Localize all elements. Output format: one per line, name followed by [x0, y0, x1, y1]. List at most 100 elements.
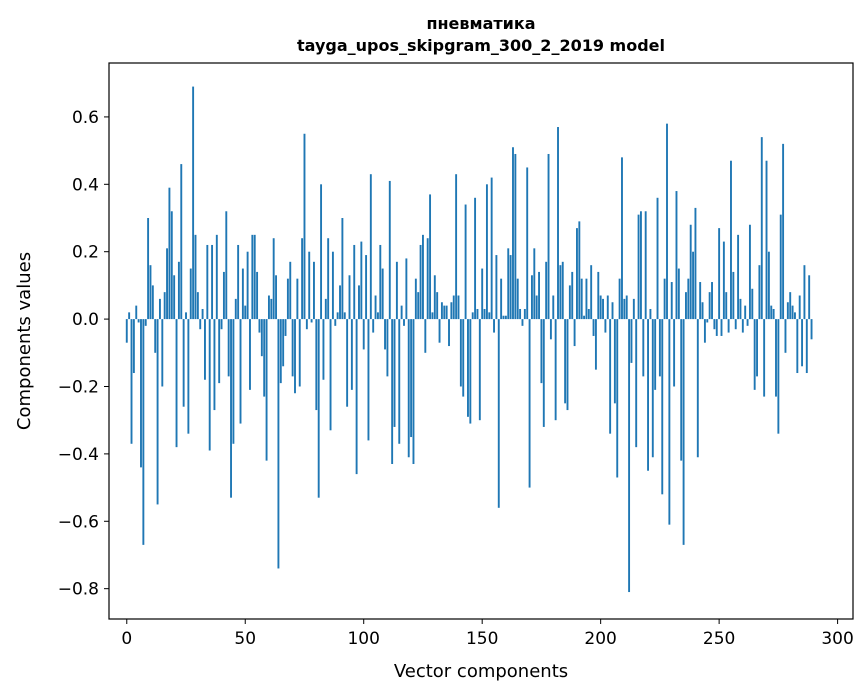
bar-266 — [756, 319, 758, 377]
bar-110 — [386, 319, 389, 377]
bar-37 — [213, 319, 216, 411]
bar-143 — [464, 204, 467, 320]
bar-9 — [147, 218, 150, 320]
bar-184 — [561, 261, 564, 320]
bar-273 — [772, 308, 775, 320]
bar-207 — [616, 319, 619, 478]
bar-114 — [395, 261, 398, 320]
bar-202 — [604, 319, 607, 333]
bar-267 — [758, 265, 761, 320]
bar-225 — [658, 319, 661, 377]
bar-113 — [393, 319, 396, 427]
bar-236 — [685, 292, 687, 320]
bar-257 — [734, 319, 737, 330]
bar-126 — [424, 319, 427, 353]
bar-43 — [227, 319, 230, 377]
bar-5 — [137, 319, 140, 323]
bar-123 — [417, 292, 420, 320]
bar-89 — [336, 312, 339, 320]
bar-36 — [211, 244, 214, 320]
bar-152 — [485, 184, 488, 320]
bar-55 — [256, 271, 259, 320]
bar-1 — [128, 312, 131, 320]
bar-226 — [661, 319, 664, 495]
bar-216 — [637, 214, 640, 320]
bar-183 — [559, 265, 562, 320]
bar-159 — [502, 315, 505, 320]
bar-90 — [339, 285, 341, 320]
bar-188 — [571, 271, 574, 320]
bar-150 — [481, 268, 484, 320]
bar-112 — [391, 319, 394, 464]
bar-157 — [497, 319, 500, 508]
bar-162 — [509, 255, 512, 320]
bar-220 — [647, 319, 649, 471]
x-tick-label: 300 — [821, 629, 853, 649]
bar-192 — [580, 278, 583, 320]
bar-88 — [334, 319, 337, 326]
bar-180 — [552, 295, 555, 320]
bar-105 — [374, 295, 377, 320]
bar-145 — [469, 319, 472, 424]
bar-19 — [170, 211, 173, 320]
bar-97 — [355, 319, 358, 475]
bar-155 — [493, 319, 495, 333]
bar-272 — [770, 305, 773, 320]
bar-213 — [630, 319, 633, 363]
bar-285 — [801, 319, 804, 367]
bar-270 — [765, 160, 768, 320]
x-tick-label: 150 — [466, 629, 498, 649]
bar-252 — [722, 241, 725, 320]
bar-268 — [760, 137, 763, 320]
bar-204 — [609, 319, 612, 434]
bar-161 — [507, 248, 510, 320]
bar-41 — [222, 271, 225, 320]
bar-44 — [230, 319, 232, 498]
bar-91 — [341, 218, 344, 320]
bar-101 — [365, 255, 368, 320]
bar-58 — [263, 319, 266, 397]
bar-10 — [149, 265, 152, 320]
bar-0 — [125, 319, 128, 343]
bar-190 — [576, 228, 578, 320]
bar-76 — [305, 319, 308, 330]
bar-38 — [215, 234, 218, 320]
bar-261 — [744, 305, 747, 320]
y-tick-label: −0.2 — [58, 377, 99, 397]
bar-27 — [189, 268, 192, 320]
bar-172 — [533, 248, 536, 320]
bar-283 — [796, 319, 799, 374]
bar-139 — [455, 174, 458, 320]
bar-11 — [151, 285, 154, 320]
bar-153 — [488, 312, 491, 320]
bar-49 — [241, 268, 244, 320]
bar-228 — [666, 123, 668, 320]
bar-173 — [535, 295, 538, 320]
bar-222 — [651, 319, 654, 458]
bar-104 — [372, 319, 375, 333]
bar-275 — [777, 319, 780, 434]
chart-title-line-1: пневматика — [426, 14, 535, 33]
bar-200 — [599, 295, 602, 320]
bar-174 — [538, 271, 540, 320]
bar-65 — [279, 319, 282, 384]
bar-248 — [713, 319, 716, 330]
bar-256 — [732, 271, 735, 320]
bar-265 — [753, 319, 756, 390]
bar-212 — [628, 319, 631, 593]
bar-18 — [168, 187, 171, 320]
bar-129 — [431, 312, 434, 320]
bar-230 — [670, 282, 673, 320]
bar-156 — [495, 255, 498, 320]
bar-140 — [457, 295, 460, 320]
bar-149 — [478, 319, 481, 421]
bar-235 — [682, 319, 685, 545]
bar-234 — [680, 319, 683, 461]
bar-23 — [180, 164, 183, 320]
bar-227 — [663, 278, 666, 320]
bar-92 — [343, 312, 346, 320]
bar-12 — [154, 319, 157, 353]
bar-168 — [523, 308, 526, 320]
bar-195 — [587, 308, 590, 320]
